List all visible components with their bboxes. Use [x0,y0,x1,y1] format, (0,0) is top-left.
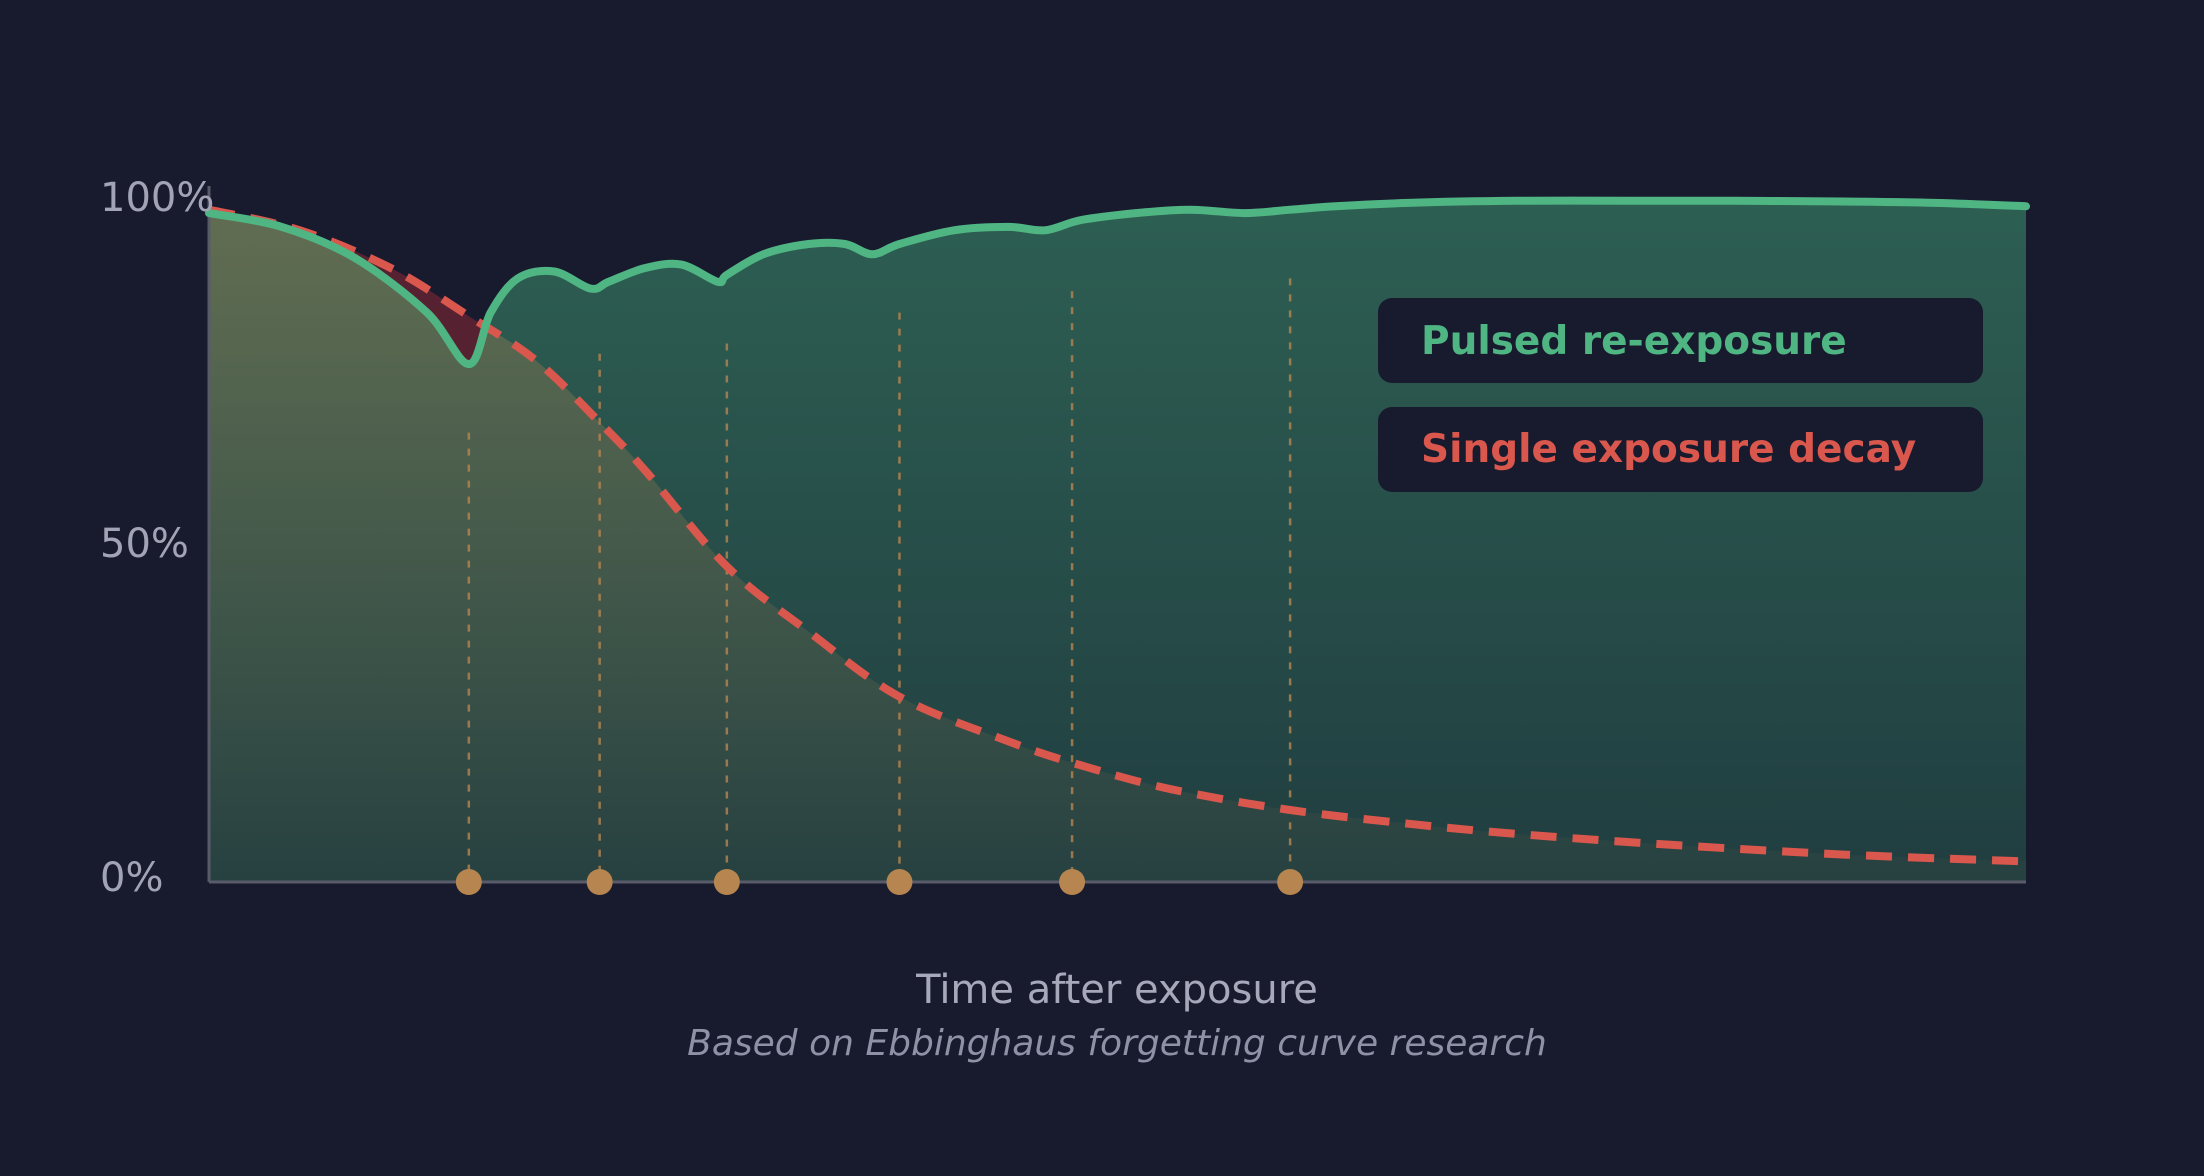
series-line-pulsed [205,196,2030,369]
chart-caption: Based on Ebbinghaus forgetting curve res… [687,1023,1547,1064]
legend-box-single [1378,407,1983,492]
decay-area [209,209,2026,882]
x-axis-title: Time after exposure [915,967,1318,1013]
reexposure-marker-2 [586,869,613,895]
legend-item-single[interactable]: Single exposure decay [1378,407,1983,492]
y-tick-label-0: 0% [100,855,163,901]
y-tick-label-100: 100% [100,175,214,221]
y-axis-ticks: 100% 50% 0% [100,175,214,901]
legend: Pulsed re-exposure Single exposure decay [1378,298,1983,492]
legend-label-single: Single exposure decay [1421,427,1916,472]
series-lines [205,196,2030,866]
reexposure-marker-4 [886,869,913,895]
reexposure-marker-6 [1277,869,1304,895]
reexposure-marker-3 [713,869,740,895]
reexposure-marker-1 [455,869,482,895]
legend-item-pulsed[interactable]: Pulsed re-exposure [1378,298,1983,383]
y-tick-label-50: 50% [100,521,189,567]
legend-label-pulsed: Pulsed re-exposure [1421,319,1847,364]
axes [207,186,2026,884]
reexposure-markers [455,869,1304,895]
reexposure-guides [467,278,1292,882]
reexposure-marker-5 [1059,869,1086,895]
legend-box-pulsed [1378,298,1983,383]
